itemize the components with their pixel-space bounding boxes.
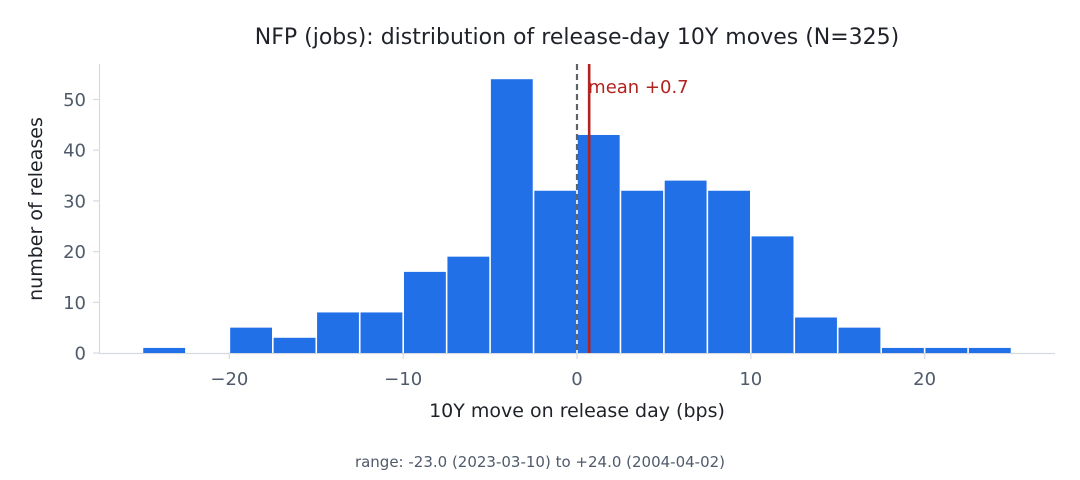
y-ticks: 0 10 20 30 40 50 [63,90,99,365]
histogram-bar [534,190,577,353]
histogram-bar [664,180,707,353]
histogram-bar [838,327,881,353]
y-tick-label: 10 [63,293,86,314]
histogram-bar [447,256,490,353]
x-axis-label: 10Y move on release day (bps) [429,400,725,422]
histogram-bar [317,312,359,353]
histogram-bar [621,190,664,353]
range-footnote: range: -23.0 (2023-03-10) to +24.0 (2004… [354,453,726,471]
histogram-bar [708,190,751,353]
histogram-bars [143,79,1011,354]
histogram-bar [143,347,186,353]
histogram-bar [490,79,533,354]
y-axis-label: number of releases [25,117,47,301]
x-tick-label: 20 [913,369,936,390]
x-ticks: −20 −10 0 10 20 [210,353,936,390]
y-tick-label: 40 [63,141,86,162]
histogram-bar [968,347,1011,353]
histogram-bar [751,236,794,353]
histogram-bar [403,271,446,353]
x-tick-label: 10 [739,369,762,390]
x-tick-label: −10 [384,369,422,390]
y-tick-label: 0 [75,344,86,365]
y-tick-label: 50 [63,90,86,111]
y-tick-label: 30 [63,191,86,212]
mean-label: mean +0.7 [588,77,688,98]
histogram-bar [925,347,968,353]
histogram-bar [795,317,837,353]
histogram-bar [577,134,620,353]
histogram-bar [881,347,924,353]
histogram-bar [230,327,273,353]
reference-lines: mean +0.7 [575,64,689,353]
y-tick-label: 20 [63,242,86,263]
chart-title: NFP (jobs): distribution of release-day … [255,25,900,50]
histogram-bar [273,337,316,353]
x-tick-label: 0 [571,369,582,390]
x-tick-label: −20 [210,369,248,390]
histogram-bar [360,312,403,353]
